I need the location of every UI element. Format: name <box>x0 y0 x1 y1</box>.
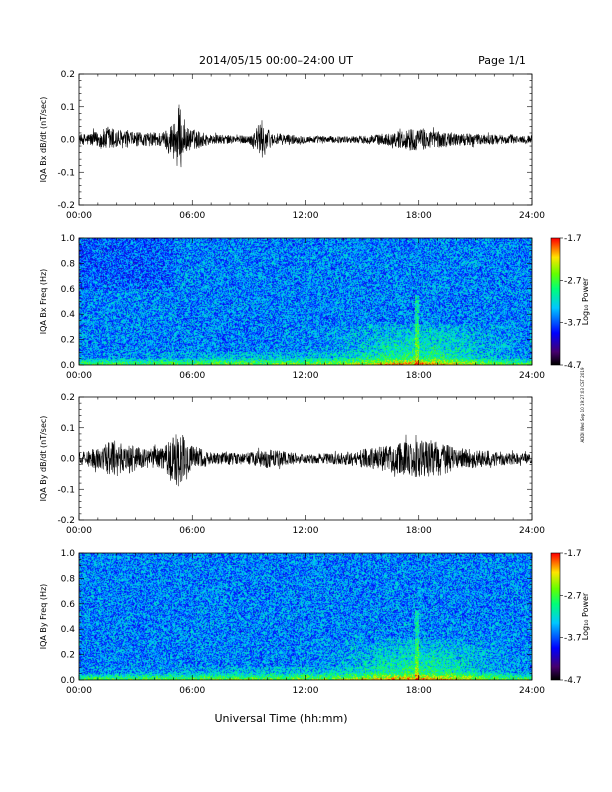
x-tick-label: 24:00 <box>519 526 545 536</box>
y-tick-label: 0.8 <box>61 259 76 269</box>
colorbar-label: Log₁₀ Power <box>581 277 590 325</box>
colorbar-tick-label: -4.7 <box>564 676 582 686</box>
y-tick-label: 1.0 <box>61 234 76 244</box>
panels-group: 00:00 06:00 12:00 18:00 24:00 0.2 0.1 0.0 -0.1 -0… <box>39 70 590 696</box>
x-tick-label: 06:00 <box>179 686 205 696</box>
y-tick-label: 0.2 <box>61 70 75 80</box>
x-tick-label: 00:00 <box>66 211 92 221</box>
y-tick-label: 0.1 <box>61 103 75 113</box>
y-tick-label: 0.2 <box>61 336 75 346</box>
x-tick-label: 18:00 <box>406 371 432 381</box>
y-tick-label: 0.2 <box>61 651 75 661</box>
y-tick-label: 0.6 <box>61 600 76 610</box>
series-line <box>79 434 532 487</box>
x-tick-label: 06:00 <box>179 211 205 221</box>
y-tick-label: -0.2 <box>57 201 75 211</box>
y-axis-label: IQA Bx Freq (Hz) <box>39 269 48 335</box>
colorbar-frame <box>550 237 561 366</box>
x-tick-label: 00:00 <box>66 526 92 536</box>
panel-1: 00:00 06:00 12:00 18:00 24:00 0.2 0.1 0.0 -0.1 -0… <box>39 70 545 221</box>
x-tick-label: 12:00 <box>293 211 319 221</box>
colorbar <box>551 553 560 680</box>
y-tick-label: 0.0 <box>61 136 76 146</box>
colorbar-tick-label: -2.7 <box>564 276 582 286</box>
x-tick-label: 18:00 <box>406 686 432 696</box>
series-line <box>79 104 532 168</box>
panel-3: 00:00 06:00 12:00 18:00 24:00 0.2 0.1 0.0 -0.1 -0… <box>39 393 545 536</box>
plot-title: 2014/05/15 00:00–24:00 UT <box>199 54 353 67</box>
x-tick-label: 12:00 <box>293 371 319 381</box>
y-tick-label: -0.2 <box>57 516 75 526</box>
x-tick-label: 00:00 <box>66 371 92 381</box>
timestamp-stamp: ADDI Wed Sep 10 19:27:03 CST 2019 <box>580 367 585 442</box>
colorbar <box>551 238 560 365</box>
x-tick-label: 00:00 <box>66 686 92 696</box>
x-tick-label: 24:00 <box>519 686 545 696</box>
y-tick-label: -0.1 <box>57 168 75 178</box>
colorbar-label: Log₁₀ Power <box>581 592 590 640</box>
y-axis-label: IQA Bx dB/dt (nT/sec) <box>39 97 48 183</box>
y-tick-label: 0.6 <box>61 285 76 295</box>
x-tick-label: 06:00 <box>179 526 205 536</box>
colorbar-tick-label: -3.7 <box>564 634 582 644</box>
y-tick-label: 0.4 <box>61 310 76 320</box>
y-tick-label: 0.0 <box>61 361 76 371</box>
y-tick-label: 0.4 <box>61 625 76 635</box>
x-tick-label: 12:00 <box>293 526 319 536</box>
colorbar-tick-label: -4.7 <box>564 361 582 371</box>
x-tick-label: 12:00 <box>293 686 319 696</box>
y-tick-label: 0.0 <box>61 676 76 686</box>
x-tick-label: 24:00 <box>519 211 545 221</box>
colorbar-tick-label: -1.7 <box>564 549 582 559</box>
panel-2: -1.7 -2.7 -3.7 -4.7 Log₁₀ Power 00:00 06:00 12:… <box>39 234 590 381</box>
y-axis-label: IQA By Freq (Hz) <box>39 584 48 650</box>
page-number: Page 1/1 <box>478 54 526 67</box>
x-axis-title: Universal Time (hh:mm) <box>215 712 348 725</box>
x-tick-label: 18:00 <box>406 211 432 221</box>
x-tick-label: 18:00 <box>406 526 432 536</box>
x-tick-label: 24:00 <box>519 371 545 381</box>
panel-4: -1.7 -2.7 -3.7 -4.7 Log₁₀ Power 00:00 06:00 12:… <box>39 549 590 696</box>
y-axis-label: IQA By dB/dt (nT/sec) <box>39 416 48 502</box>
y-tick-label: 0.2 <box>61 393 75 403</box>
colorbar-tick-label: -3.7 <box>564 319 582 329</box>
spectrogram-image <box>79 238 532 365</box>
y-tick-label: 0.8 <box>61 574 76 584</box>
y-tick-label: 1.0 <box>61 549 76 559</box>
colorbar-tick-label: -2.7 <box>564 591 582 601</box>
y-tick-label: -0.1 <box>57 485 75 495</box>
spectrogram-image <box>79 553 532 680</box>
colorbar-tick-label: -1.7 <box>564 234 582 244</box>
y-tick-label: 0.0 <box>61 455 76 465</box>
x-tick-label: 06:00 <box>179 371 205 381</box>
colorbar-frame <box>550 552 561 681</box>
y-tick-label: 0.1 <box>61 424 75 434</box>
